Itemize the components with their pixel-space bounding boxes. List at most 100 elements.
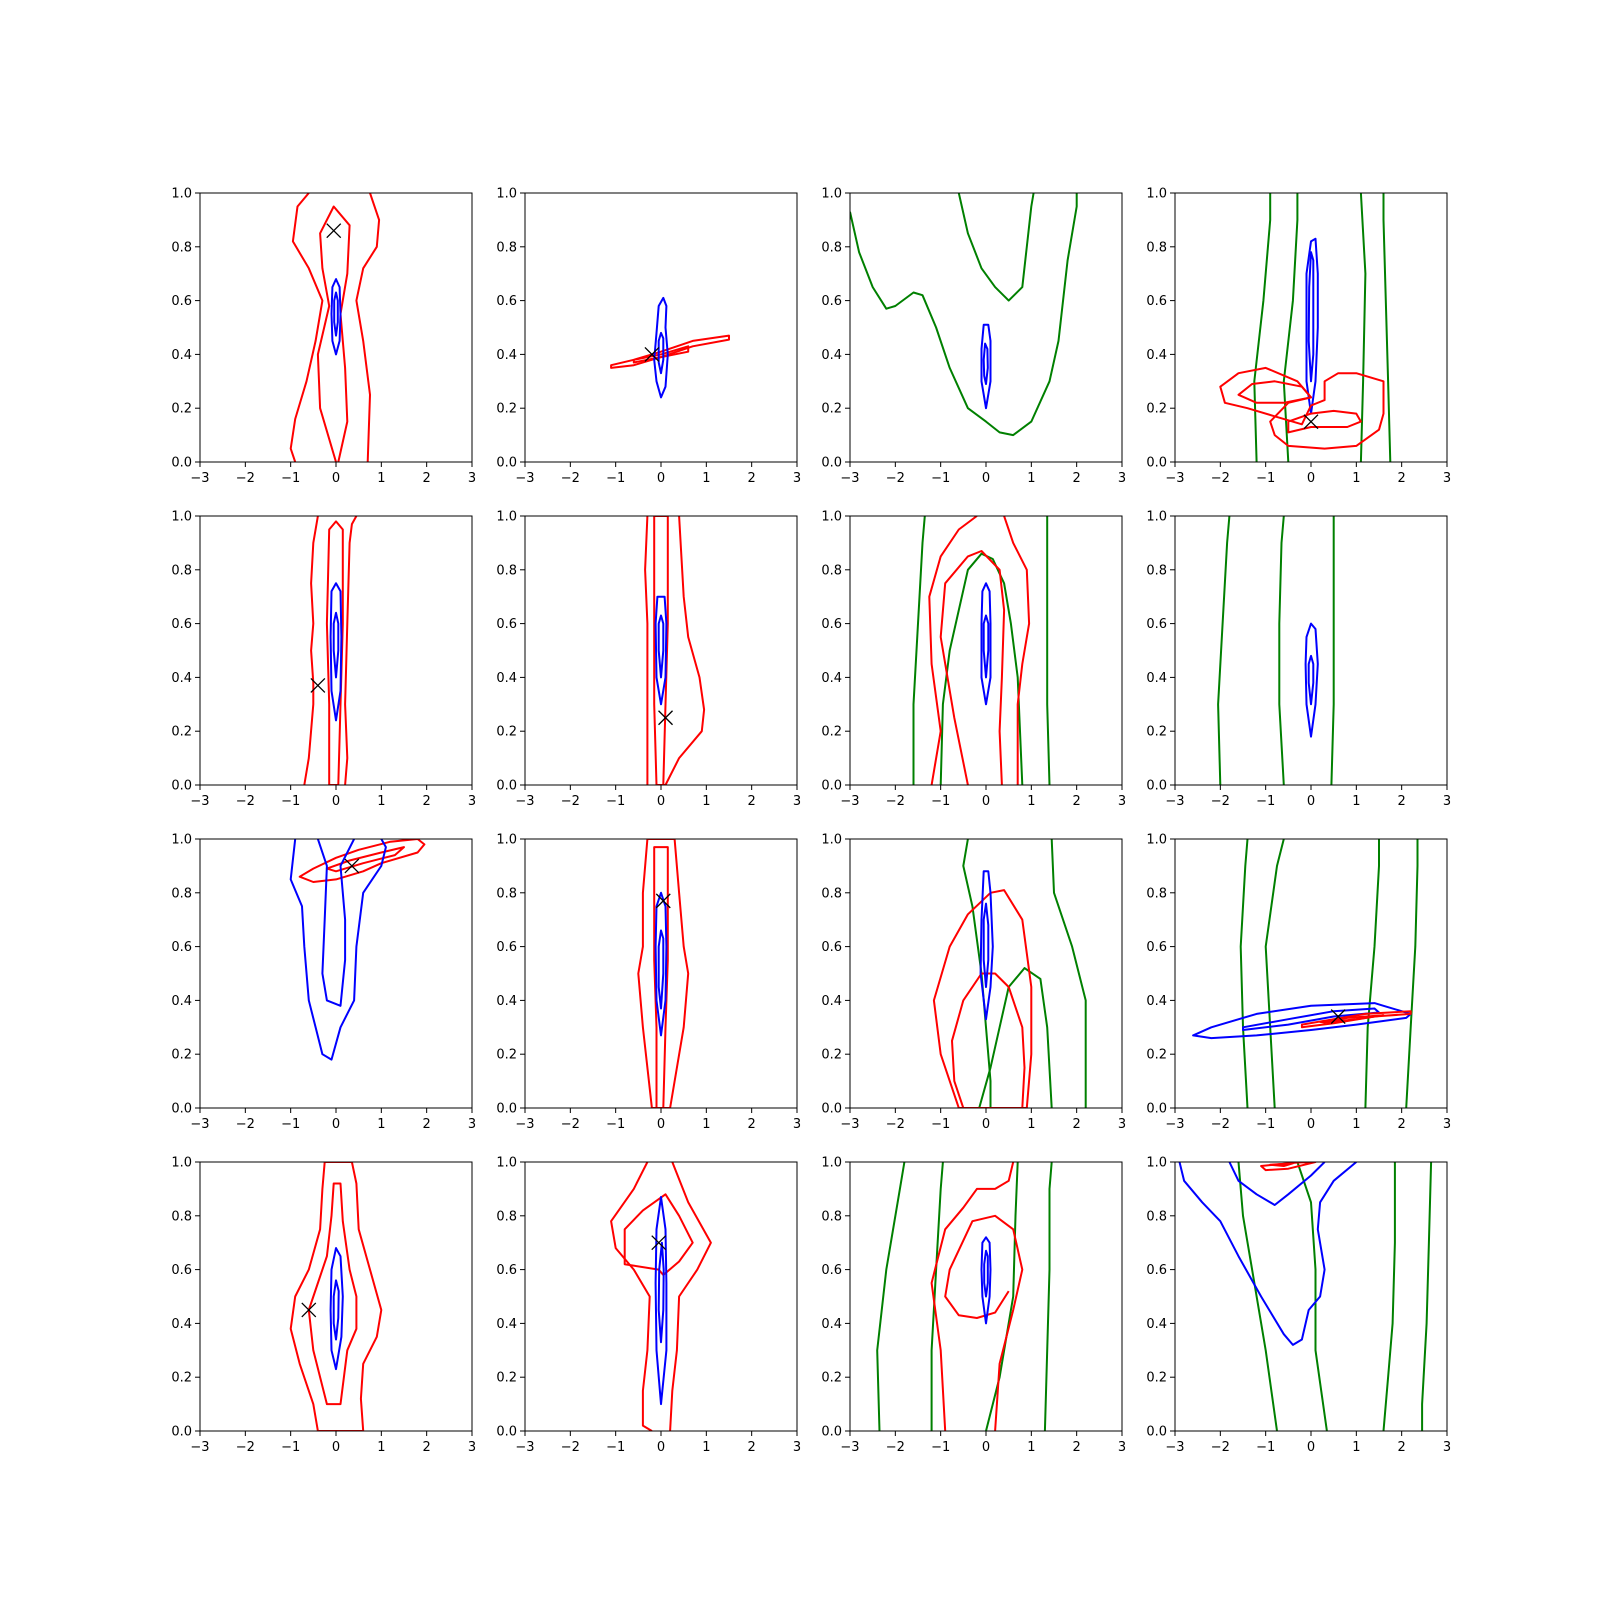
y-tick-label: 0.4 [821, 348, 842, 363]
green-contour-line [1382, 1162, 1396, 1431]
y-tick-label: 0.4 [1146, 1317, 1167, 1332]
y-tick-label: 0.0 [821, 1102, 842, 1117]
blue-contour-line [1304, 622, 1319, 738]
y-tick-label: 1.0 [496, 833, 517, 848]
green-contour-line [1382, 193, 1392, 462]
contour-group [1178, 1162, 1433, 1431]
x-tick-label: 2 [1398, 1440, 1406, 1455]
red-contour-line [930, 1162, 1015, 1431]
red-contour-line [644, 516, 649, 785]
blue-contour-line [657, 929, 665, 1010]
subplot-4: −3 −2 −1 0 1 2 3 0.0 0.2 0.4 0.6 0.8 1.0 [1146, 187, 1451, 487]
x-tick-label: −1 [281, 471, 300, 486]
x-tick-label: 0 [982, 1117, 990, 1132]
x-tick-label: 0 [332, 794, 340, 809]
red-contour-line [632, 345, 690, 364]
x-tick-label: 0 [982, 471, 990, 486]
red-contour-line [661, 516, 706, 785]
green-contour-line [1050, 839, 1087, 1108]
blue-contour-line [979, 870, 994, 1021]
y-tick-label: 0.2 [1146, 1371, 1167, 1386]
y-tick-label: 0.0 [821, 779, 842, 794]
y-tick-label: 0.6 [821, 1263, 842, 1278]
contour-group [289, 839, 426, 1061]
red-contour-line [316, 205, 351, 462]
x-marker [658, 710, 673, 726]
y-tick-label: 0.2 [171, 725, 192, 740]
x-tick-label: 0 [657, 1117, 665, 1132]
subplot-2: −3 −2 −1 0 1 2 3 0.0 0.2 0.4 0.6 0.8 1.0 [496, 187, 801, 487]
x-tick-label: 0 [982, 794, 990, 809]
contour-group [1192, 839, 1419, 1108]
x-tick-label: 3 [1118, 1440, 1126, 1455]
x-tick-label: −1 [606, 1440, 625, 1455]
green-contour-line [1405, 839, 1419, 1108]
blue-contour-line [1307, 654, 1315, 706]
y-tick-label: 0.8 [171, 240, 192, 255]
green-contour-line [1043, 1162, 1053, 1431]
y-tick-label: 1.0 [1146, 833, 1167, 848]
y-tick-label: 0.0 [821, 1425, 842, 1440]
green-contour-line [978, 967, 1053, 1108]
blue-contour-line [654, 1196, 668, 1406]
y-tick-label: 0.0 [171, 779, 192, 794]
y-tick-label: 0.6 [171, 294, 192, 309]
red-contour-line [653, 516, 669, 785]
blue-contour-line [657, 1241, 665, 1344]
x-tick-label: 2 [748, 1117, 756, 1132]
axes-frame [199, 1161, 473, 1432]
contour-group [876, 1162, 1053, 1431]
green-contour-line [1359, 193, 1367, 462]
x-tick-label: −2 [886, 1117, 905, 1132]
x-marker [1330, 1009, 1346, 1024]
x-tick-label: −1 [281, 1117, 300, 1132]
x-tick-label: 1 [377, 794, 385, 809]
y-tick-label: 0.4 [1146, 994, 1167, 1009]
y-tick-label: 0.2 [821, 402, 842, 417]
x-tick-label: 1 [1352, 794, 1360, 809]
x-tick-label: 0 [1307, 471, 1315, 486]
axes-frame [524, 192, 798, 463]
x-tick-label: −1 [1256, 471, 1275, 486]
green-contour-line [1364, 839, 1380, 1108]
y-tick-label: 1.0 [821, 833, 842, 848]
red-contour-line [303, 516, 319, 785]
green-contour-line [1264, 839, 1285, 1108]
x-tick-label: 0 [332, 1117, 340, 1132]
x-tick-label: 0 [657, 471, 665, 486]
red-contour-line [289, 1162, 383, 1431]
y-tick-label: 0.6 [821, 617, 842, 632]
x-tick-label: −3 [190, 1440, 209, 1455]
y-tick-label: 1.0 [821, 187, 842, 202]
axes-frame [1174, 838, 1448, 1109]
x-tick-label: 0 [332, 471, 340, 486]
blue-contour-line [980, 1236, 992, 1325]
x-tick-label: −1 [606, 1117, 625, 1132]
subplot-7: −3 −2 −1 0 1 2 3 0.0 0.2 0.4 0.6 0.8 1.0 [821, 510, 1126, 810]
green-contour-line [1278, 516, 1285, 785]
subplot-8: −3 −2 −1 0 1 2 3 0.0 0.2 0.4 0.6 0.8 1.0 [1146, 510, 1451, 810]
x-tick-label: 3 [1443, 1117, 1451, 1132]
x-marker [1303, 414, 1319, 430]
y-tick-label: 0.8 [496, 563, 517, 578]
y-tick-label: 1.0 [171, 510, 192, 525]
y-tick-label: 0.0 [171, 456, 192, 471]
y-tick-label: 1.0 [1146, 187, 1167, 202]
x-tick-label: −3 [840, 794, 859, 809]
red-contour-line [623, 1193, 694, 1276]
green-contour-line [1421, 1162, 1433, 1431]
y-tick-label: 0.6 [1146, 940, 1167, 955]
blue-contour-line [1228, 1162, 1326, 1206]
x-tick-label: 2 [1073, 1117, 1081, 1132]
x-tick-label: 0 [982, 1440, 990, 1455]
x-tick-label: 2 [423, 1440, 431, 1455]
x-tick-label: −2 [236, 1440, 255, 1455]
y-tick-label: 0.4 [171, 671, 192, 686]
green-contour-line [985, 1162, 1019, 1431]
subplot-3: −3 −2 −1 0 1 2 3 0.0 0.2 0.4 0.6 0.8 1.0 [821, 187, 1126, 487]
x-tick-label: −3 [840, 471, 859, 486]
contour-group [637, 839, 690, 1108]
y-tick-label: 0.8 [171, 1209, 192, 1224]
blue-contour-line [329, 1247, 344, 1371]
red-contour-line [1219, 366, 1385, 450]
